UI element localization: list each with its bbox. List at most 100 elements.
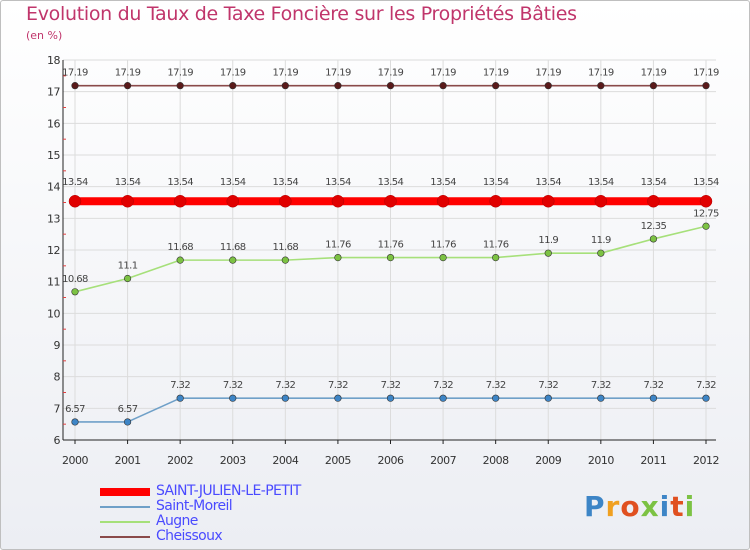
data-point [281, 394, 289, 402]
y-tick-label: 14 [47, 181, 60, 194]
data-point [386, 394, 395, 402]
data-label: 13.54 [588, 177, 614, 188]
data-label: 13.54 [483, 177, 509, 188]
logo-letter: x [640, 490, 660, 523]
y-tick-label: 6 [54, 434, 61, 447]
legend-item: Augne [100, 514, 301, 529]
data-label: 11.76 [325, 240, 351, 251]
x-tick-label: 2005 [325, 454, 351, 467]
legend: SAINT-JULIEN-LE-PETIT Saint-Moreil Augne Ch… [100, 484, 301, 544]
y-tick-label: 8 [54, 371, 61, 384]
data-point [699, 194, 713, 208]
data-label: 7.32 [433, 380, 453, 391]
data-point [542, 194, 555, 208]
data-point [544, 394, 552, 402]
data-label: 7.32 [381, 380, 401, 391]
data-label: 13.54 [273, 177, 299, 188]
data-point [489, 194, 502, 208]
data-label: 13.54 [430, 177, 456, 188]
data-point [68, 194, 82, 208]
legend-label: Saint-Moreil [156, 498, 233, 514]
logo-letter: o [620, 490, 641, 523]
data-label: 11.68 [220, 242, 246, 253]
y-tick-label: 16 [47, 117, 60, 130]
chart-title: Evolution du Taux de Taxe Foncière sur l… [26, 3, 577, 25]
y-tick-label: 18 [47, 54, 60, 67]
logo-letter: P [584, 490, 606, 523]
data-point [176, 82, 184, 90]
data-point [647, 194, 660, 208]
data-label: 13.54 [535, 177, 561, 188]
data-point [386, 254, 395, 262]
legend-label: Augne [156, 513, 198, 529]
data-point [123, 274, 132, 283]
data-label: 6.57 [118, 404, 138, 415]
legend-item: SAINT-JULIEN-LE-PETIT [100, 484, 301, 499]
x-tick-label: 2006 [378, 454, 404, 467]
legend-label: SAINT-JULIEN-LE-PETIT [156, 483, 301, 499]
legend-item: Cheissoux [100, 529, 301, 544]
logo-letter: t [670, 490, 685, 523]
data-point [279, 194, 292, 208]
data-label: 17.19 [693, 68, 719, 79]
data-point [281, 256, 289, 264]
data-label: 7.32 [538, 380, 558, 391]
data-label: 12.75 [693, 208, 719, 219]
data-point [71, 418, 79, 426]
x-tick-label: 2002 [167, 454, 193, 467]
y-axis-unit: (en %) [26, 29, 63, 42]
data-label: 7.32 [643, 380, 663, 391]
data-label: 11.9 [538, 235, 558, 246]
series-lines [68, 82, 713, 426]
y-tick-label: 15 [47, 149, 60, 162]
data-label: 17.19 [325, 68, 351, 79]
legend-swatch [100, 535, 150, 538]
x-tick-label: 2004 [272, 454, 298, 467]
data-label: 11.9 [591, 235, 611, 246]
data-label: 7.32 [696, 380, 716, 391]
data-label: 17.19 [483, 68, 509, 79]
data-label: 13.54 [115, 177, 141, 188]
data-label: 11.76 [483, 240, 509, 251]
data-point [649, 394, 658, 402]
data-point [439, 254, 447, 262]
data-point [702, 222, 710, 230]
data-point [649, 235, 658, 243]
y-tick-label: 12 [47, 244, 60, 257]
data-labels: 17.19 17.19 17.19 17.19 17.19 17.19 17.19 17.19… [62, 68, 719, 415]
data-point [544, 249, 552, 257]
legend-swatch [100, 487, 150, 496]
data-label: 13.54 [693, 177, 719, 188]
y-tick-label: 17 [47, 86, 60, 99]
data-label: 11.76 [378, 240, 404, 251]
legend-item: Saint-Moreil [100, 499, 301, 514]
data-label: 13.54 [325, 177, 351, 188]
data-label: 17.19 [378, 68, 404, 79]
data-label: 17.19 [220, 68, 246, 79]
data-point [281, 82, 289, 90]
x-tick-label: 2000 [62, 454, 88, 467]
data-label: 6.57 [65, 404, 85, 415]
data-label: 13.54 [378, 177, 404, 188]
data-point [334, 254, 342, 262]
data-point [334, 82, 342, 90]
data-label: 17.19 [641, 68, 667, 79]
data-label: 7.32 [591, 380, 611, 391]
data-point [123, 418, 132, 426]
data-label: 13.54 [220, 177, 246, 188]
data-point [439, 394, 447, 402]
data-point [176, 256, 184, 264]
data-point [439, 82, 447, 90]
data-point [334, 394, 342, 402]
y-tick-label: 7 [54, 402, 61, 415]
data-label: 17.19 [430, 68, 456, 79]
data-label: 17.19 [115, 68, 141, 79]
data-point [71, 82, 79, 90]
x-tick-label: 2008 [483, 454, 509, 467]
y-tick-label: 13 [47, 212, 60, 225]
data-point [226, 194, 239, 208]
legend-label: Cheissoux [156, 528, 223, 544]
x-tick-label: 2010 [588, 454, 614, 467]
data-point [229, 82, 237, 90]
